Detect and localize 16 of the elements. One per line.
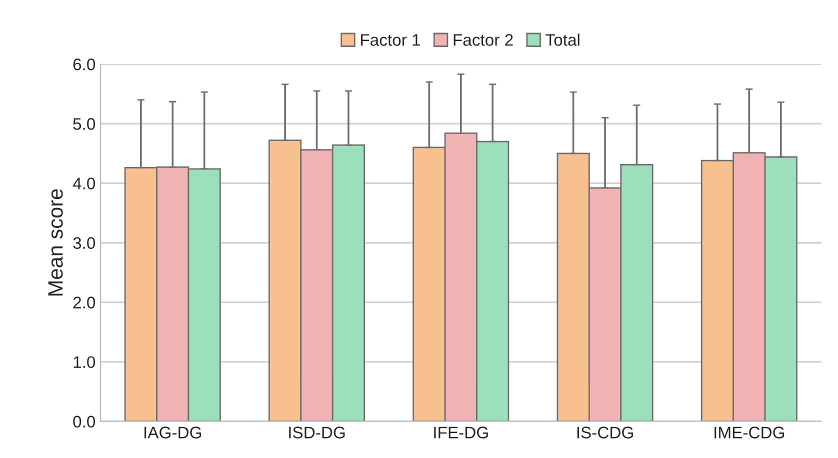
y-tick-label: 3.0	[73, 237, 96, 249]
y-axis-title: Mean score	[48, 189, 63, 296]
y-tick-label: 1.0	[74, 356, 96, 368]
legend-label: Factor 2	[454, 34, 513, 46]
x-tick-label: ISD-DG	[289, 426, 345, 438]
legend-label: Total	[546, 34, 580, 46]
y-tick-label: 6.0	[73, 58, 96, 70]
y-tick-label: 5.0	[73, 118, 96, 130]
y-tick-label: 4.0	[72, 178, 96, 190]
x-tick-label: IFE-DG	[434, 426, 488, 438]
x-tick-label: IS-CDG	[577, 426, 633, 438]
y-tick-label: 2.0	[73, 296, 96, 308]
x-tick-label: IME-CDG	[714, 426, 784, 438]
x-tick-label: IAG-DG	[144, 426, 202, 438]
legend-label: Factor 1	[361, 34, 420, 46]
y-tick-label: 0.0	[73, 416, 96, 428]
